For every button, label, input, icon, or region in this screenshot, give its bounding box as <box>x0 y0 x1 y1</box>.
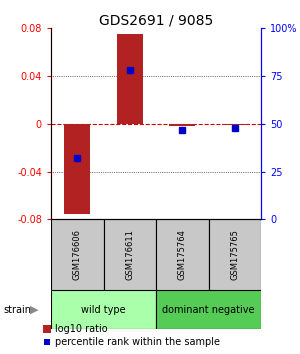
Text: wild type: wild type <box>81 305 126 315</box>
Bar <box>103 219 156 290</box>
Bar <box>51 219 104 290</box>
Text: GSM176606: GSM176606 <box>73 229 82 280</box>
Text: GSM175764: GSM175764 <box>178 229 187 280</box>
Bar <box>169 124 195 126</box>
Text: GSM175765: GSM175765 <box>230 229 239 280</box>
Title: GDS2691 / 9085: GDS2691 / 9085 <box>99 13 213 27</box>
Text: strain: strain <box>3 305 31 315</box>
Bar <box>222 124 248 125</box>
Bar <box>51 290 156 329</box>
Bar <box>156 219 208 290</box>
Bar <box>117 34 143 124</box>
Bar <box>156 290 261 329</box>
Text: dominant negative: dominant negative <box>162 305 255 315</box>
Bar <box>208 219 261 290</box>
Legend: log10 ratio, percentile rank within the sample: log10 ratio, percentile rank within the … <box>41 322 222 349</box>
Bar <box>64 124 90 213</box>
Text: ▶: ▶ <box>30 305 38 315</box>
Text: GSM176611: GSM176611 <box>125 229 134 280</box>
